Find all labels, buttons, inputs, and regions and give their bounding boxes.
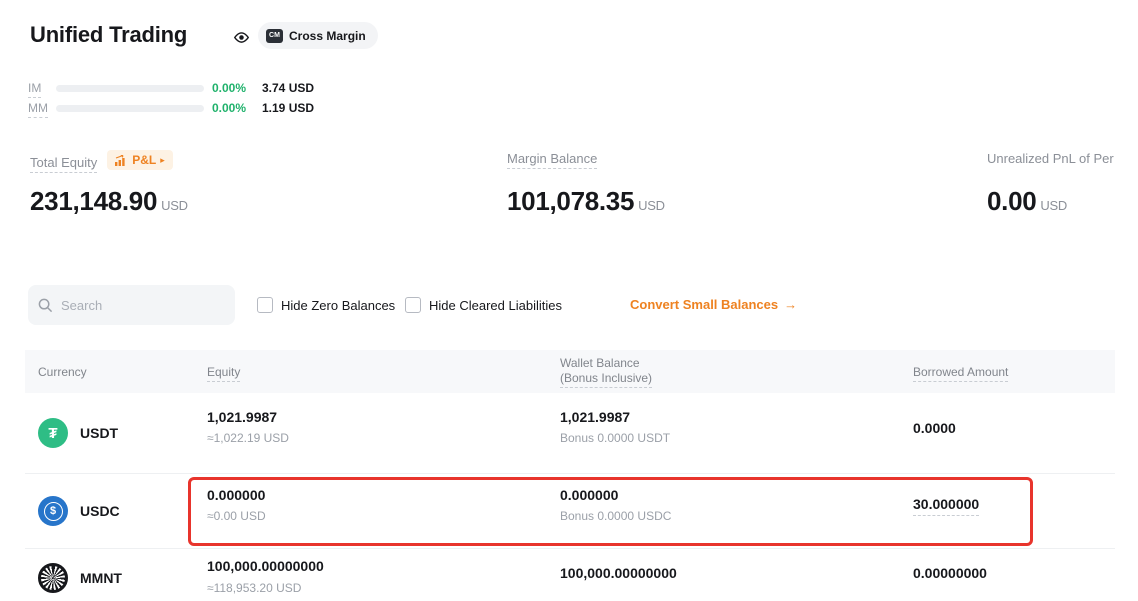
mmnt-borrowed: 0.00000000 (913, 565, 987, 581)
im-value: 3.74 USD (262, 81, 315, 95)
total-equity-currency: USD (161, 198, 188, 213)
arrow-right-icon: → (784, 297, 798, 312)
usdt-equity: 1,021.9987 (207, 409, 278, 425)
hide-zero-balances-label: Hide Zero Balances (281, 297, 396, 313)
usdc-wallet-balance: 0.000000 (560, 487, 619, 503)
im-percent: 0.00% (212, 81, 247, 95)
mmnt-coin: MMNT (38, 563, 122, 593)
mmnt-symbol: MMNT (80, 570, 122, 586)
usdc-wallet-bonus: Bonus 0.0000 USDC (560, 509, 672, 523)
usdc-coin: $ USDC (38, 496, 120, 526)
cross-margin-chip-icon: CM (266, 28, 283, 43)
usdt-coin: ₮ USDT (38, 418, 118, 448)
mm-ratio-row: MM 0.00% 1.19 USD (28, 100, 315, 118)
usdt-wallet-balance: 1,021.9987 (560, 409, 631, 425)
unrealized-pnl-label: Unrealized PnL of Per (987, 151, 1114, 166)
margin-balance-value: 101,078.35 USD (507, 186, 665, 216)
usdc-equity-usd: ≈0.00 USD (207, 509, 266, 523)
mm-progress-bar (56, 104, 204, 112)
page-title: Unified Trading (30, 22, 188, 47)
col-equity[interactable]: Equity (207, 365, 241, 382)
usdt-icon: ₮ (38, 418, 68, 448)
im-ratio-row: IM 0.00% 3.74 USD (28, 80, 315, 98)
eye-icon[interactable] (233, 29, 250, 46)
im-progress-bar (56, 84, 204, 92)
usdc-equity: 0.000000 (207, 487, 266, 503)
table-row-mmnt[interactable]: MMNT 100,000.00000000 ≈118,953.20 USD 10… (25, 549, 1115, 601)
search-icon (38, 298, 53, 312)
total-equity-label: Total Equity (30, 154, 98, 173)
usdt-equity-usd: ≈1,022.19 USD (207, 431, 289, 445)
mmnt-icon (38, 563, 68, 593)
chart-bars-icon (115, 154, 125, 166)
pnl-button[interactable]: P&L ▸ (107, 150, 173, 170)
hide-cleared-liabilities-checkbox[interactable] (405, 297, 421, 313)
hide-cleared-liabilities-filter: Hide Cleared Liabilities (405, 297, 562, 313)
mmnt-equity: 100,000.00000000 (207, 558, 324, 574)
mmnt-wallet-balance: 100,000.00000000 (560, 565, 677, 581)
col-wallet-balance-line1: Wallet Balance (560, 356, 640, 370)
pnl-label: P&L (132, 153, 157, 167)
margin-balance-currency: USD (638, 198, 665, 213)
margin-balance-stat: Margin Balance 101,078.35 USD (507, 150, 665, 216)
usdt-borrowed: 0.0000 (913, 420, 956, 436)
table-row-usdt[interactable]: ₮ USDT 1,021.9987 ≈1,022.19 USD 1,021.99… (25, 393, 1115, 474)
cross-margin-badge[interactable]: CM Cross Margin (258, 22, 378, 49)
cross-margin-label: Cross Margin (289, 28, 366, 43)
margin-balance-label: Margin Balance (507, 151, 598, 169)
mmnt-equity-usd: ≈118,953.20 USD (207, 581, 302, 595)
mm-label: MM (28, 101, 48, 118)
col-borrowed-amount[interactable]: Borrowed Amount (913, 365, 1009, 382)
mm-percent: 0.00% (212, 101, 247, 115)
hide-zero-balances-filter: Hide Zero Balances (257, 297, 395, 313)
im-label: IM (28, 81, 42, 98)
hide-cleared-liabilities-label: Hide Cleared Liabilities (429, 297, 562, 313)
hide-zero-balances-checkbox[interactable] (257, 297, 273, 313)
usdc-icon: $ (38, 496, 68, 526)
total-equity-stat: Total Equity P&L ▸ 231,148.90 USD (30, 150, 188, 216)
usdt-wallet-bonus: Bonus 0.0000 USDT (560, 431, 671, 445)
usdc-borrowed[interactable]: 30.000000 (913, 496, 980, 516)
usdc-symbol: USDC (80, 503, 120, 519)
total-equity-value: 231,148.90 USD (30, 186, 188, 216)
convert-small-balances-link[interactable]: Convert Small Balances → (630, 297, 798, 312)
usdt-symbol: USDT (80, 425, 119, 441)
unrealized-pnl-stat: Unrealized PnL of Per 0.00 USD (987, 150, 1114, 216)
table-row-usdc[interactable]: $ USDC 0.000000 ≈0.00 USD 0.000000 Bonus… (25, 474, 1115, 549)
mm-value: 1.19 USD (262, 101, 315, 115)
col-currency: Currency (38, 365, 87, 379)
caret-right-icon: ▸ (160, 154, 165, 165)
table-header: Currency Equity Wallet Balance (Bonus In… (25, 350, 1115, 393)
search-input[interactable] (61, 297, 211, 313)
unrealized-pnl-value: 0.00 USD (987, 186, 1067, 216)
search-box[interactable] (28, 285, 235, 325)
col-wallet-balance-line2[interactable]: (Bonus Inclusive) (560, 371, 653, 388)
unrealized-pnl-currency: USD (1040, 198, 1067, 213)
